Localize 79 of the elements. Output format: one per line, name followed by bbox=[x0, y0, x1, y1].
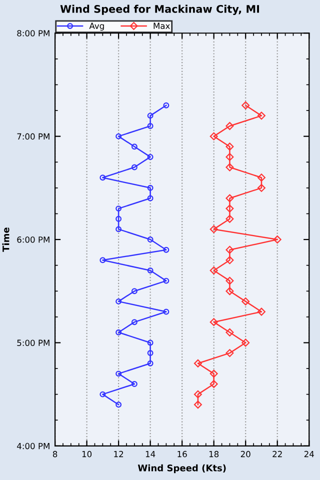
point bbox=[273, 236, 282, 244]
x-tick-label: 14 bbox=[146, 451, 156, 458]
point bbox=[116, 216, 122, 222]
x-tick-label: 20 bbox=[240, 450, 250, 458]
y-tick-label: 8:00 PM bbox=[17, 30, 50, 36]
point bbox=[100, 174, 106, 181]
point bbox=[147, 350, 154, 356]
point bbox=[226, 194, 234, 202]
point bbox=[226, 142, 234, 151]
point bbox=[147, 360, 154, 366]
legend-label: Avg bbox=[89, 22, 104, 31]
point bbox=[226, 163, 234, 172]
point bbox=[116, 402, 122, 408]
point bbox=[131, 164, 138, 170]
point bbox=[242, 297, 250, 306]
point bbox=[226, 152, 234, 161]
point bbox=[131, 319, 138, 326]
point bbox=[147, 123, 154, 129]
point bbox=[131, 288, 138, 294]
point bbox=[163, 278, 170, 284]
x-tick-label: 12 bbox=[114, 450, 124, 458]
point bbox=[257, 184, 266, 192]
x-tick-label: 22 bbox=[272, 450, 282, 458]
point bbox=[147, 184, 154, 191]
point bbox=[116, 298, 122, 304]
point bbox=[147, 195, 154, 202]
point bbox=[226, 328, 234, 336]
point bbox=[147, 112, 154, 119]
x-axis-title: Wind Speed (Kts) bbox=[138, 464, 226, 474]
point bbox=[257, 174, 266, 182]
point bbox=[116, 133, 122, 140]
point bbox=[147, 340, 154, 346]
point bbox=[226, 256, 234, 264]
point bbox=[131, 144, 138, 150]
point bbox=[163, 308, 170, 315]
point bbox=[194, 359, 202, 368]
point bbox=[163, 102, 170, 108]
point bbox=[210, 370, 218, 378]
point bbox=[226, 214, 234, 223]
point bbox=[147, 267, 154, 274]
point bbox=[242, 338, 250, 347]
x-tick-label: 8 bbox=[52, 450, 58, 458]
legend-label: Max bbox=[154, 22, 170, 30]
point bbox=[257, 112, 266, 120]
point bbox=[257, 308, 266, 316]
point bbox=[210, 266, 218, 274]
x-tick-label: 24 bbox=[304, 450, 314, 458]
chart-title: Wind Speed for Mackinaw City, MI bbox=[60, 4, 260, 15]
y-tick-label: 4:00 PM bbox=[17, 442, 50, 450]
point bbox=[100, 257, 106, 264]
point bbox=[116, 329, 122, 336]
point bbox=[194, 390, 202, 398]
x-tick-label: 16 bbox=[178, 450, 187, 458]
point bbox=[163, 246, 170, 253]
y-tick-label: 5:00 PM bbox=[17, 340, 50, 346]
point bbox=[147, 236, 154, 243]
y-tick-label: 6:00 PM bbox=[17, 236, 50, 243]
point bbox=[210, 132, 218, 140]
point bbox=[226, 276, 234, 285]
point bbox=[226, 246, 234, 254]
point bbox=[210, 380, 218, 388]
point bbox=[210, 318, 218, 326]
x-tick-label: 10 bbox=[82, 450, 92, 458]
point bbox=[100, 391, 106, 398]
point bbox=[226, 122, 234, 130]
point bbox=[226, 349, 234, 358]
y-axis-title: Time bbox=[2, 228, 10, 252]
point bbox=[242, 101, 250, 110]
point bbox=[116, 370, 122, 377]
point bbox=[131, 381, 138, 387]
point bbox=[226, 204, 234, 213]
point bbox=[194, 400, 202, 409]
point bbox=[116, 226, 122, 232]
point bbox=[116, 206, 122, 212]
y-tick-label: 7:00 PM bbox=[17, 133, 50, 140]
point bbox=[210, 225, 218, 234]
point bbox=[147, 154, 154, 160]
point bbox=[226, 287, 234, 296]
x-tick-label: 18 bbox=[209, 450, 219, 458]
